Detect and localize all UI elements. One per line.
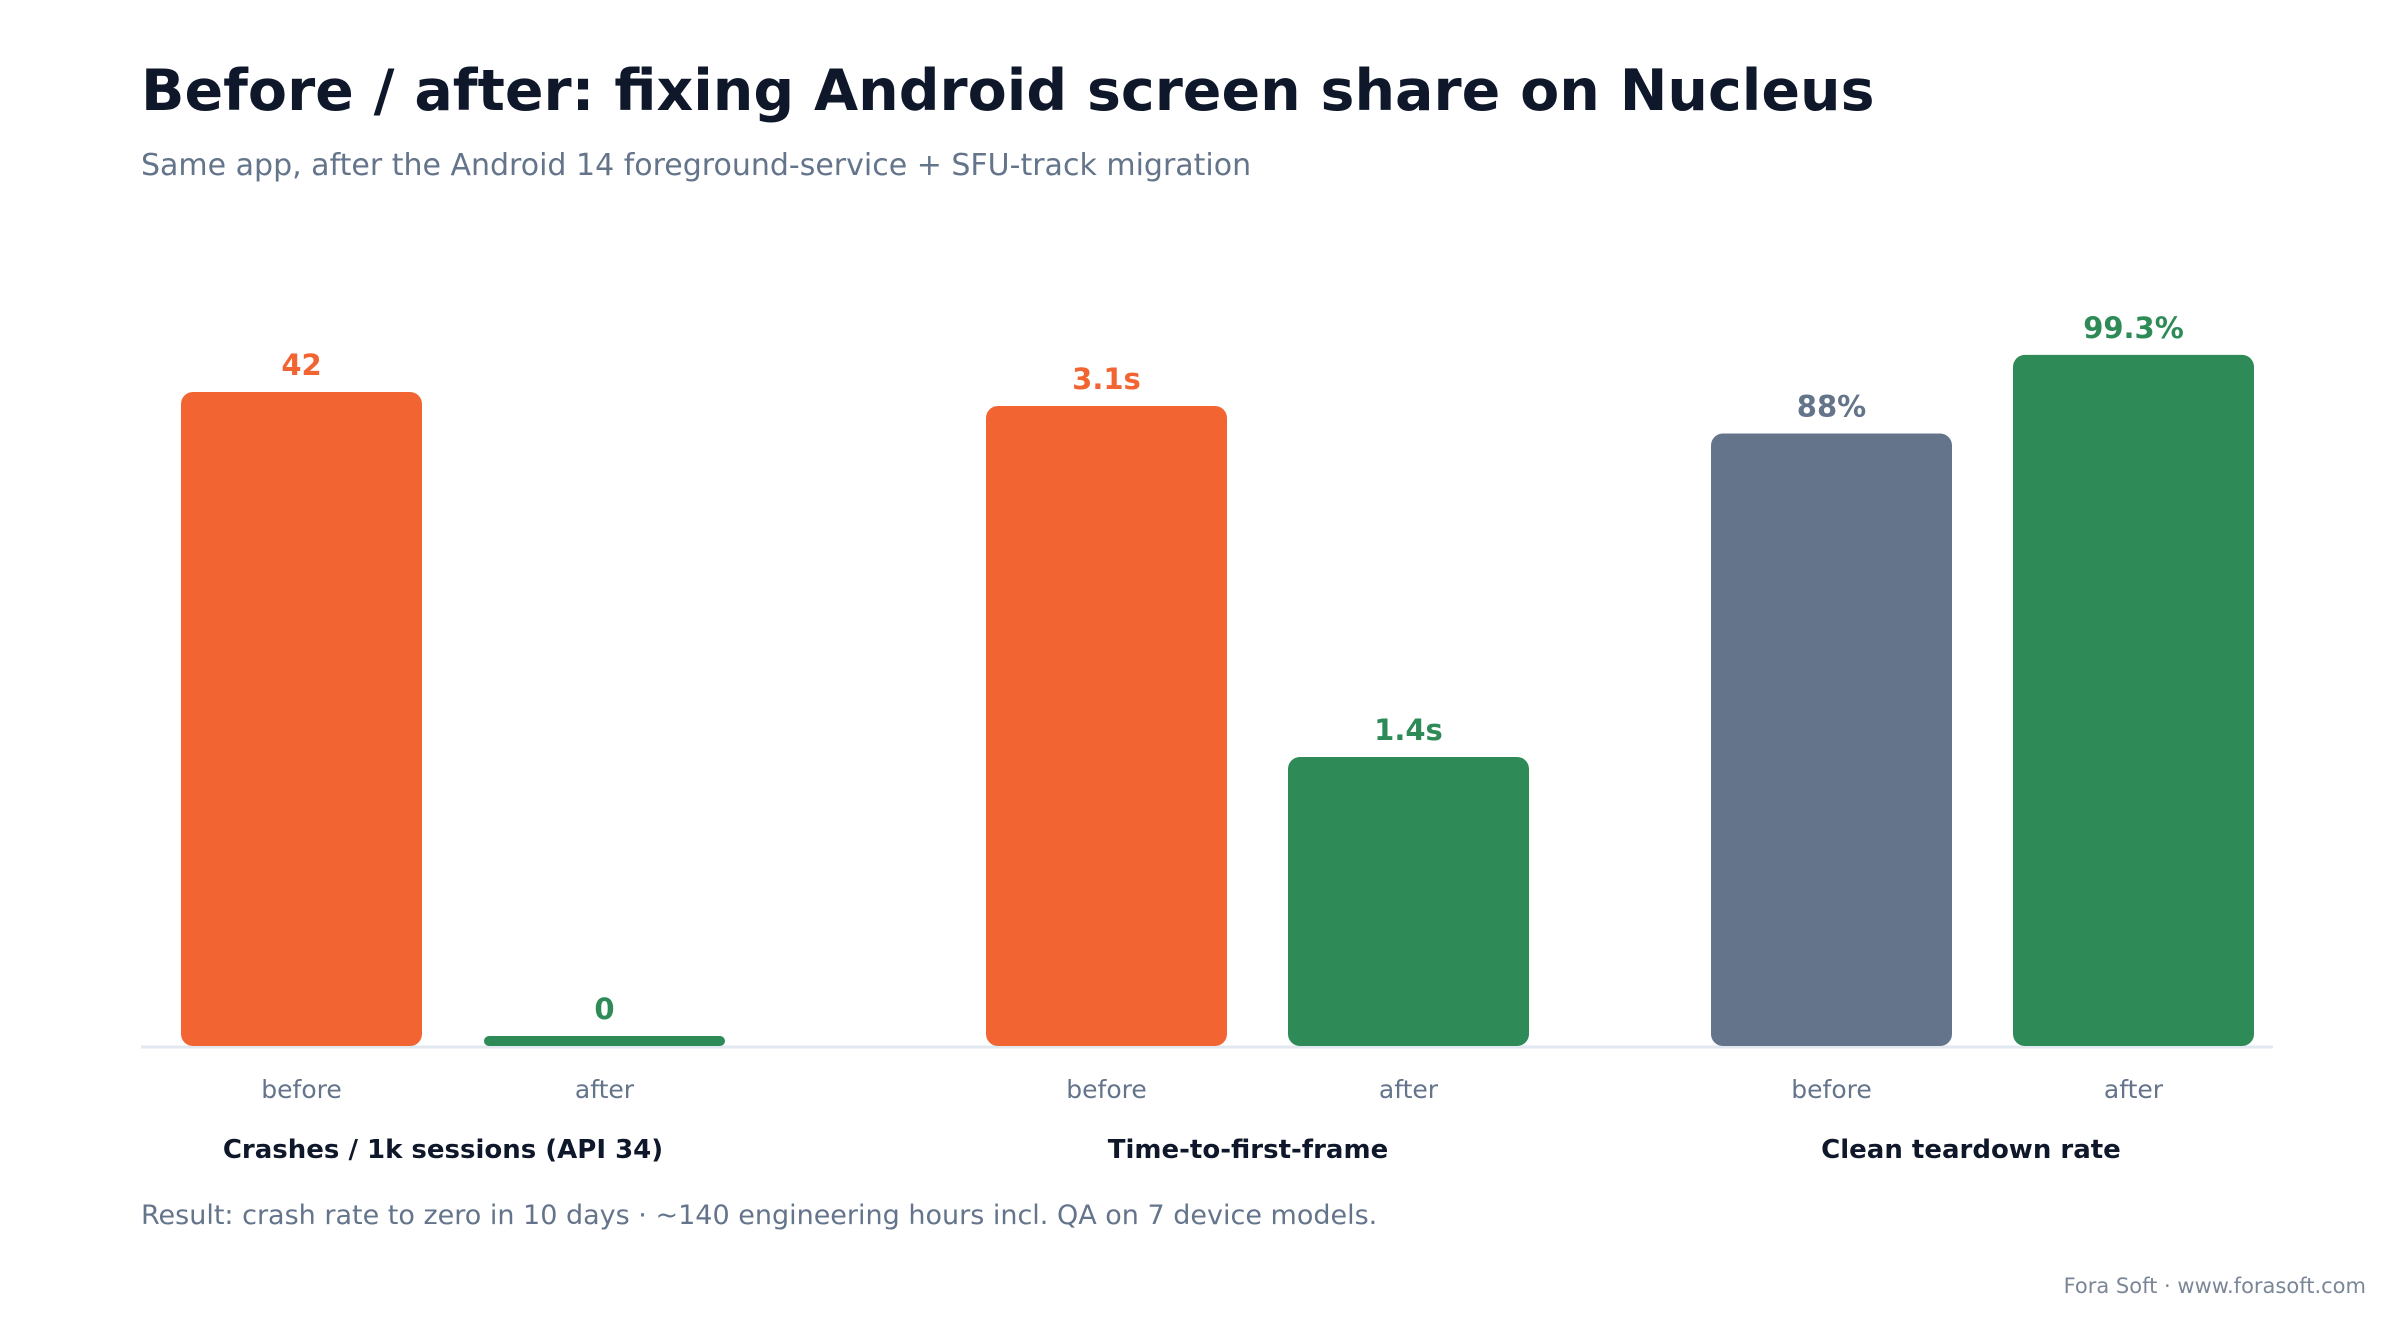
tick-label: after xyxy=(575,1075,635,1104)
bar-3-after xyxy=(2013,354,2254,1046)
tick-label: after xyxy=(1379,1075,1439,1104)
group-label: Crashes / 1k sessions (API 34) xyxy=(223,1135,663,1165)
result-note: Result: crash rate to zero in 10 days · … xyxy=(141,1200,1378,1231)
chart-title: Before / after: fixing Android screen sh… xyxy=(141,58,1875,124)
tick-label: before xyxy=(1066,1075,1146,1104)
tick-label: after xyxy=(2104,1075,2164,1104)
data-label: 3.1s xyxy=(1072,362,1141,396)
data-label: 1.4s xyxy=(1374,713,1443,747)
bar-1-before xyxy=(181,392,422,1046)
bar-2-after xyxy=(1288,756,1529,1046)
tick-label: before xyxy=(1791,1075,1871,1104)
data-label: 0 xyxy=(594,992,614,1026)
bar-3-before xyxy=(1711,433,1952,1046)
data-label: 88% xyxy=(1797,390,1866,424)
group-label: Time-to-first-frame xyxy=(1108,1135,1388,1165)
data-label: 42 xyxy=(281,348,321,382)
tick-label: before xyxy=(261,1075,341,1104)
credit-line: Fora Soft · www.forasoft.com xyxy=(2063,1274,2366,1298)
data-label: 99.3% xyxy=(2083,311,2184,345)
group-label: Clean teardown rate xyxy=(1821,1135,2121,1165)
bar-1-after xyxy=(484,1036,725,1046)
chart-subtitle: Same app, after the Android 14 foregroun… xyxy=(141,148,1252,183)
bar-2-before xyxy=(986,406,1227,1046)
